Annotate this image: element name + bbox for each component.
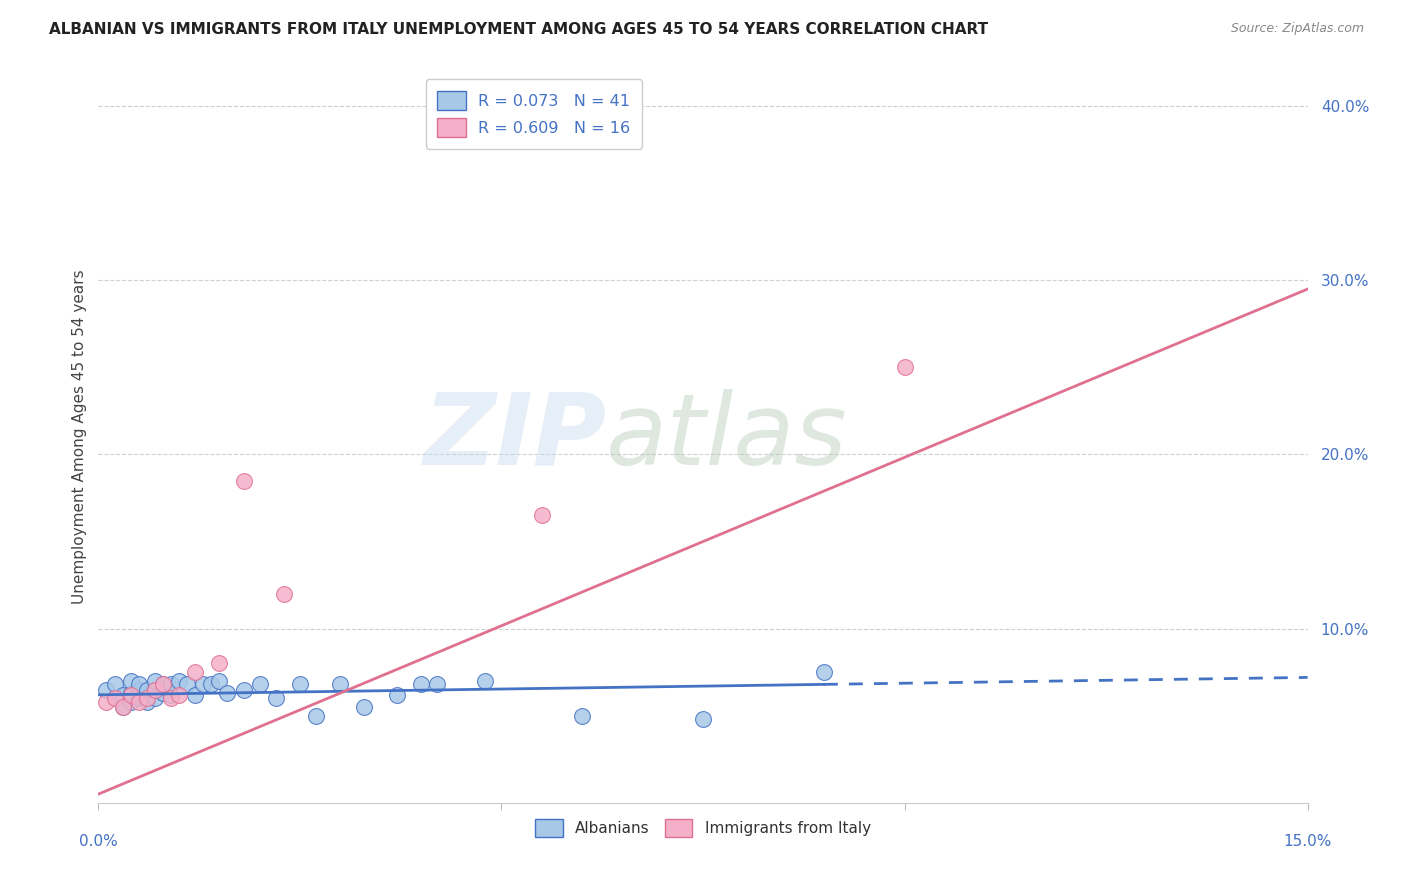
- Point: [264, 691, 287, 706]
- Point: [152, 686, 174, 700]
- Point: [128, 682, 150, 697]
- Point: [160, 677, 183, 691]
- Point: [160, 691, 183, 706]
- Point: [232, 682, 254, 697]
- Point: [143, 682, 166, 697]
- Y-axis label: Unemployment Among Ages 45 to 54 years: Unemployment Among Ages 45 to 54 years: [72, 269, 87, 605]
- Point: [385, 688, 408, 702]
- Point: [143, 673, 166, 688]
- Point: [813, 665, 835, 680]
- Point: [120, 673, 142, 688]
- Point: [305, 708, 328, 723]
- Point: [409, 677, 432, 691]
- Point: [111, 700, 134, 714]
- Point: [96, 695, 118, 709]
- Point: [232, 474, 254, 488]
- Point: [217, 686, 239, 700]
- Point: [135, 691, 157, 706]
- Point: [273, 587, 295, 601]
- Point: [474, 673, 496, 688]
- Text: Source: ZipAtlas.com: Source: ZipAtlas.com: [1230, 22, 1364, 36]
- Point: [571, 708, 593, 723]
- Point: [249, 677, 271, 691]
- Point: [128, 691, 150, 706]
- Text: ZIP: ZIP: [423, 389, 606, 485]
- Point: [530, 508, 553, 523]
- Text: 15.0%: 15.0%: [1284, 834, 1331, 849]
- Point: [329, 677, 352, 691]
- Point: [120, 686, 142, 700]
- Point: [152, 677, 174, 691]
- Point: [200, 677, 222, 691]
- Point: [176, 677, 198, 691]
- Point: [111, 700, 134, 714]
- Point: [208, 657, 231, 671]
- Point: [103, 691, 125, 706]
- Point: [120, 688, 142, 702]
- Text: atlas: atlas: [606, 389, 848, 485]
- Point: [167, 673, 190, 688]
- Point: [893, 360, 915, 375]
- Point: [135, 682, 157, 697]
- Point: [103, 677, 125, 691]
- Point: [135, 695, 157, 709]
- Point: [184, 688, 207, 702]
- Point: [193, 677, 215, 691]
- Point: [184, 665, 207, 680]
- Point: [96, 682, 118, 697]
- Text: ALBANIAN VS IMMIGRANTS FROM ITALY UNEMPLOYMENT AMONG AGES 45 TO 54 YEARS CORRELA: ALBANIAN VS IMMIGRANTS FROM ITALY UNEMPL…: [49, 22, 988, 37]
- Point: [128, 677, 150, 691]
- Point: [288, 677, 311, 691]
- Point: [120, 695, 142, 709]
- Point: [353, 700, 375, 714]
- Point: [111, 688, 134, 702]
- Text: 0.0%: 0.0%: [79, 834, 118, 849]
- Point: [143, 682, 166, 697]
- Point: [208, 673, 231, 688]
- Point: [143, 691, 166, 706]
- Point: [128, 695, 150, 709]
- Point: [692, 712, 714, 726]
- Legend: Albanians, Immigrants from Italy: Albanians, Immigrants from Italy: [526, 809, 880, 847]
- Point: [103, 691, 125, 706]
- Point: [426, 677, 449, 691]
- Point: [160, 688, 183, 702]
- Point: [167, 688, 190, 702]
- Point: [152, 677, 174, 691]
